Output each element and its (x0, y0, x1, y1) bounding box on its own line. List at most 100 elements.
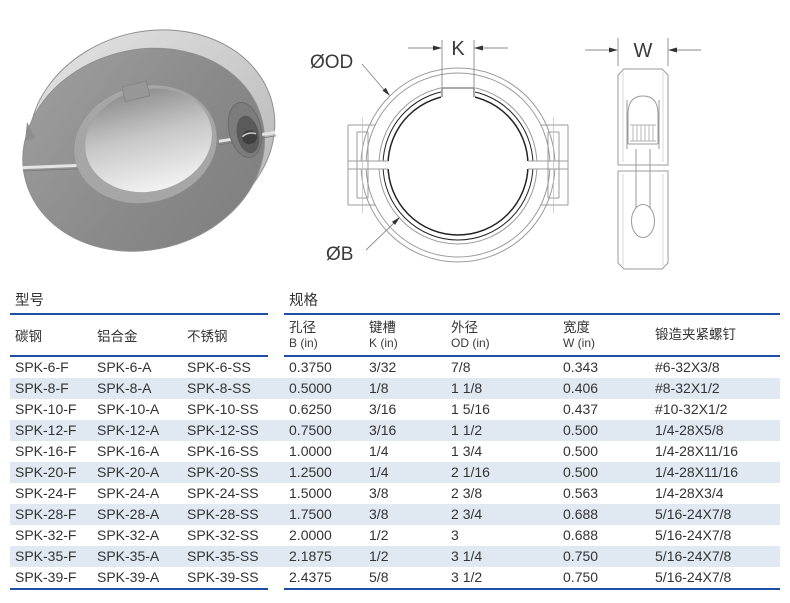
column-gap (268, 420, 284, 441)
collar-side-outline (617, 68, 669, 270)
column-gap (268, 462, 284, 483)
col-header-screw-cn: 锻造夹紧螺钉 (655, 327, 737, 342)
screw-section (626, 95, 660, 210)
col-header-keyway-en: K (in) (369, 336, 398, 350)
table-cell: 5/16-24X7/8 (650, 567, 781, 590)
table-cell: SPK-39-SS (182, 567, 269, 590)
table-cell: 0.6250 (289, 401, 332, 417)
table-cell: 1/4-28X11/16 (655, 443, 739, 459)
table-cell: 3/16 (369, 401, 397, 417)
table-cell: 1/2 (369, 548, 389, 564)
table-row: SPK-28-F SPK-28-A SPK-28-SS 1.7500 3/8 2 3/4 0… (10, 504, 781, 525)
spec-table-body: SPK-6-F SPK-6-A SPK-6-SS 0.3750 3/32 7/8 0.343… (10, 356, 781, 590)
table-cell: 2 3/4 (451, 506, 483, 522)
table-cell: 0.750 (558, 567, 651, 590)
table-row: SPK-39-F SPK-39-A SPK-39-SS 2.4375 5/8 3 1/2 0… (10, 567, 781, 590)
table-cell: 1 1/2 (451, 422, 483, 438)
table-cell: SPK-39-F (10, 567, 92, 590)
table-cell: SPK-16-A (97, 443, 160, 459)
k-dimension-label: K (451, 38, 465, 60)
column-gap (268, 525, 284, 546)
table-cell: SPK-32-A (97, 527, 160, 543)
col-header-width: 宽度 W (in) (558, 314, 651, 357)
edge-notch (25, 122, 35, 141)
table-cell: 1 5/16 (451, 401, 490, 417)
table-cell: 1/4 (369, 464, 389, 480)
table-cell: SPK-8-A (97, 380, 152, 396)
table-group-header-row: 型号 规格 (10, 287, 781, 315)
table-cell: 3 1/4 (451, 548, 483, 564)
table-cell: SPK-35-F (15, 548, 77, 564)
table-row: SPK-6-F SPK-6-A SPK-6-SS 0.3750 3/32 7/8 0.343… (10, 356, 780, 378)
table-cell: SPK-20-F (15, 464, 77, 480)
table-cell: 0.5000 (289, 380, 332, 396)
table-cell: SPK-28-F (15, 506, 77, 522)
col-header-bore: 孔径 B (in) (284, 314, 365, 357)
table-cell: 1.2500 (289, 464, 332, 480)
table-cell: SPK-16-SS (187, 443, 259, 459)
table-row: SPK-24-F SPK-24-A SPK-24-SS 1.5000 3/8 2 3/8 0… (10, 483, 780, 504)
table-cell: 3 1/2 (446, 567, 559, 590)
table-cell: SPK-20-A (97, 464, 160, 480)
keyway-outline (441, 87, 475, 97)
side-view-drawing: W (585, 38, 701, 270)
column-gap (268, 504, 284, 525)
col-header-stainless: 不锈钢 (182, 314, 269, 357)
table-cell: 2.0000 (289, 527, 332, 543)
w-dimension (585, 38, 701, 66)
table-cell: 7/8 (451, 359, 471, 375)
col-header-screw: 锻造夹紧螺钉 (650, 314, 781, 357)
table-cell: #6-32X3/8 (655, 359, 720, 375)
table-cell: SPK-10-A (97, 401, 160, 417)
table-cell: 0.688 (563, 506, 599, 522)
col-header-keyway-cn: 键槽 (369, 320, 397, 335)
table-cell: 1.5000 (289, 485, 332, 501)
column-gap (268, 356, 284, 378)
table-cell: 5/8 (364, 567, 447, 590)
table-cell: 3/32 (369, 359, 397, 375)
table-cell: 2.1875 (289, 548, 332, 564)
group-header-model: 型号 (10, 287, 269, 315)
table-row: SPK-20-F SPK-20-A SPK-20-SS 1.2500 1/4 2 1/16… (10, 462, 781, 483)
spec-table: 型号 规格 碳钢 铝合金 不锈钢 孔径 B (in) 键槽 K (in) 外径 (10, 287, 781, 590)
table-cell: SPK-10-SS (187, 401, 259, 417)
table-cell: SPK-32-F (15, 527, 77, 543)
table-cell: 0.3750 (289, 359, 332, 375)
group-header-spec: 规格 (284, 287, 781, 315)
table-cell: SPK-28-A (97, 506, 160, 522)
table-cell: 3 (451, 527, 459, 543)
table-row: SPK-35-F SPK-35-A SPK-35-SS 2.1875 1/2 3 1/4 0… (10, 546, 781, 567)
table-cell: SPK-32-SS (187, 527, 259, 543)
table-cell: 1/4-28X3/4 (655, 485, 724, 501)
table-cell: SPK-12-F (15, 422, 77, 438)
table-cell: SPK-24-F (15, 485, 77, 501)
col-header-keyway: 键槽 K (in) (364, 314, 447, 357)
table-cell: 0.500 (563, 443, 599, 459)
table-row: SPK-10-F SPK-10-A SPK-10-SS 0.6250 3/16 1 5/1… (10, 399, 780, 420)
col-header-carbon-steel: 碳钢 (10, 314, 92, 357)
col-header-od-en: OD (in) (451, 336, 490, 350)
table-cell: SPK-8-SS (187, 380, 251, 396)
column-gap (268, 399, 284, 420)
front-view-drawing: K ØOD ØB (310, 38, 569, 265)
clamp-boss-right (541, 117, 569, 213)
collar-body (22, 29, 277, 252)
table-cell: 1/4-28X5/8 (655, 422, 724, 438)
column-gap (268, 287, 284, 314)
table-cell: 5/16-24X7/8 (655, 506, 732, 522)
table-cell: SPK-6-A (97, 359, 152, 375)
split-line-left (22, 163, 77, 170)
table-row: SPK-32-F SPK-32-A SPK-32-SS 2.0000 1/2 3 0.688… (10, 525, 780, 546)
keyway-notch (121, 80, 151, 103)
table-cell: 2 3/8 (451, 485, 483, 501)
table-cell: 5/16-24X7/8 (655, 548, 732, 564)
table-cell: SPK-12-SS (187, 422, 259, 438)
table-cell: 0.437 (563, 401, 599, 417)
table-cell: 0.750 (563, 548, 599, 564)
table-column-header-row: 碳钢 铝合金 不锈钢 孔径 B (in) 键槽 K (in) 外径 OD (in… (10, 314, 781, 357)
table-cell: 5/16-24X7/8 (655, 527, 732, 543)
table-row: SPK-8-F SPK-8-A SPK-8-SS 0.5000 1/8 1 1/8 0.40… (10, 378, 781, 399)
col-header-od: 外径 OD (in) (446, 314, 559, 357)
column-gap (268, 314, 284, 356)
table-cell: 2 1/16 (451, 464, 490, 480)
